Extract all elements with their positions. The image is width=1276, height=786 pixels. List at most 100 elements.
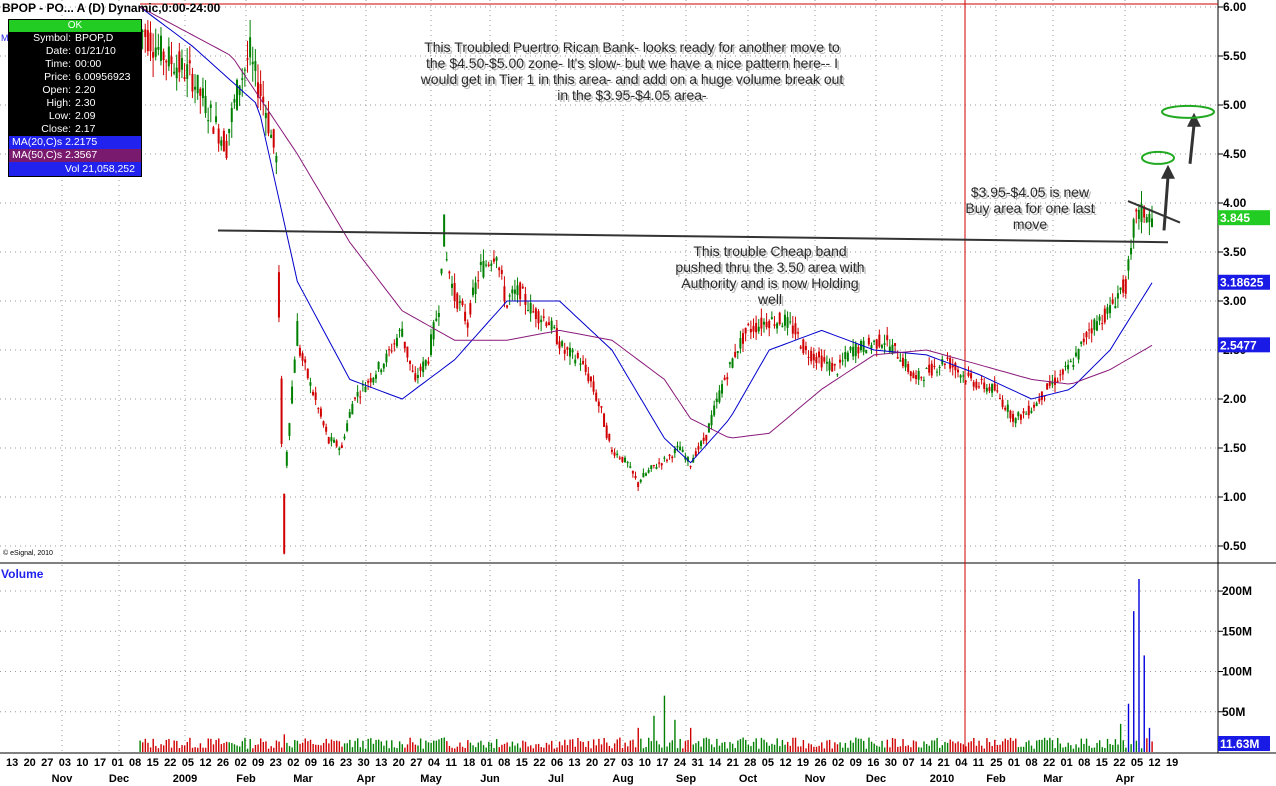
volume-bar (545, 742, 548, 752)
volume-bar (941, 745, 944, 752)
y-tick-label: 5.50 (1223, 49, 1247, 63)
volume-bar (642, 748, 645, 752)
volume-bar (739, 739, 742, 752)
volume-bar (768, 745, 771, 752)
volume-bar (477, 742, 480, 752)
volume-bar (1054, 748, 1056, 752)
volume-bar (766, 742, 768, 752)
candle (165, 59, 168, 81)
candle (393, 339, 396, 352)
volume-bar (218, 738, 220, 752)
candle (359, 390, 362, 405)
annotation-line: This Troubled Puertro Rican Bank- looks … (424, 39, 840, 55)
candle (291, 380, 294, 405)
candle (188, 46, 191, 76)
x-month-label: Apr (1116, 773, 1136, 785)
volume-bar (697, 741, 700, 752)
ma20-line (139, 6, 1153, 464)
volume-bar (556, 747, 558, 752)
y-tick-label: 3.00 (1223, 294, 1247, 308)
volume-bar (1138, 578, 1140, 752)
candle (983, 378, 986, 393)
volume-bar (1062, 747, 1064, 752)
trend-line (1127, 200, 1181, 224)
volume-bar (912, 740, 915, 752)
candle (490, 260, 493, 272)
candle (204, 80, 207, 118)
x-month-label: Apr (357, 773, 377, 785)
volume-bar (889, 747, 891, 752)
candle (456, 292, 459, 313)
volume-bar (1046, 740, 1048, 752)
ma20-marker: 3.18625 (1218, 274, 1270, 290)
volume-bar (469, 742, 472, 752)
annotation-line: move (1013, 216, 1047, 232)
candle (225, 134, 228, 160)
volume-bar (385, 740, 388, 752)
volume-bar (561, 745, 563, 752)
volume-bar (173, 740, 175, 752)
volume-bar (713, 747, 715, 752)
x-day-label: 13 (375, 757, 387, 769)
candle (613, 448, 616, 459)
svg-text:11.63M: 11.63M (1220, 737, 1259, 751)
candle (757, 319, 760, 335)
candle (243, 67, 246, 87)
x-day-label: 04 (955, 757, 968, 769)
candle (471, 279, 474, 298)
candle (461, 298, 464, 307)
volume-bar (582, 741, 584, 752)
candle (191, 67, 194, 99)
candle (186, 48, 189, 98)
candle (1040, 391, 1043, 406)
volume-bar (671, 740, 674, 752)
candle (343, 433, 346, 441)
volume-bar (231, 743, 233, 752)
candle (689, 465, 692, 470)
candle (804, 341, 807, 355)
svg-text:Authority and is now Holding: Authority and is now Holding (683, 277, 860, 293)
info-value: 2.09 (75, 110, 96, 122)
candle (1067, 359, 1070, 374)
x-day-label: 27 (41, 757, 53, 769)
volume-bar (569, 739, 571, 752)
info-value: 01/21/10 (75, 45, 116, 57)
candle (367, 378, 370, 390)
candle (270, 129, 273, 139)
candle (157, 33, 160, 56)
candle (592, 375, 595, 395)
candle (325, 423, 328, 435)
candle (1151, 205, 1153, 228)
x-month-label: Mar (293, 773, 313, 785)
candle (372, 376, 375, 386)
candle (398, 327, 401, 338)
candle (610, 446, 613, 455)
volume-tick-label: 200M (1222, 584, 1252, 598)
volume-bar (634, 747, 637, 752)
candle (765, 313, 768, 330)
volume-bar (658, 744, 660, 752)
volume-bar (398, 741, 401, 752)
candle (702, 432, 705, 445)
volume-bar (349, 739, 351, 752)
volume-bar (199, 743, 202, 752)
candle (1095, 315, 1098, 332)
volume-bar (535, 744, 537, 752)
volume-bar (852, 742, 854, 752)
x-day-label: 07 (902, 757, 914, 769)
candle (812, 347, 815, 369)
candle (537, 309, 540, 330)
candle (789, 312, 792, 325)
candle (762, 318, 765, 333)
candle (411, 364, 414, 373)
volume-bar (296, 740, 299, 752)
candles (139, 20, 1153, 555)
volume-bar (530, 745, 532, 752)
candle (917, 368, 920, 386)
volume-bar (461, 746, 464, 752)
volume-bar (807, 743, 810, 752)
candle (353, 396, 356, 401)
volume-bar (417, 745, 419, 752)
candle (645, 472, 647, 477)
volume-bar (821, 742, 823, 752)
